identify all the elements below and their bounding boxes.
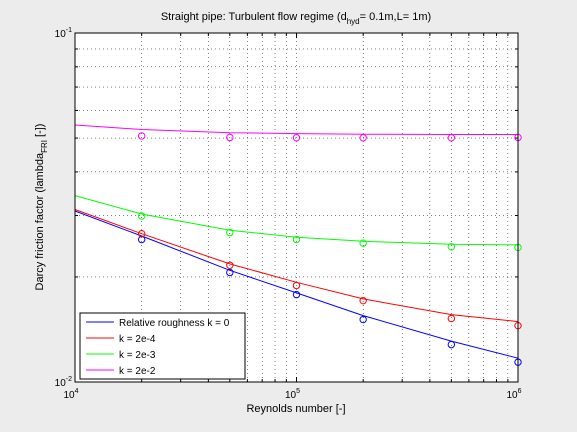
ylabel-subscript: FRI: [40, 140, 49, 153]
series-marker-4: [359, 134, 367, 142]
x-tick-label: 105: [285, 388, 300, 401]
title-subscript: hyd: [347, 17, 360, 26]
x-tick-label: 106: [506, 388, 521, 401]
x-tick-label-exponent: 5: [296, 388, 300, 395]
legend-label-2: k = 2e-4: [119, 334, 156, 345]
legend-entries: Relative roughness k = 0 k = 2e-4 k = 2e-3…: [86, 318, 230, 377]
series-marker-2: [292, 281, 301, 290]
ylabel-rest: [-]): [34, 124, 46, 141]
series-marker-3: [359, 239, 367, 247]
ylabel-main: Darcy friction factor (lambda: [34, 152, 46, 290]
y-tick-label-exponent: -1: [66, 27, 72, 34]
x-tick-label-base: 10: [63, 390, 75, 401]
series-marker-4: [137, 132, 146, 140]
legend-label-3: k = 2e-3: [119, 350, 156, 361]
series-group-1: [74, 210, 522, 366]
series-marker-2: [226, 261, 234, 269]
y-tick-label-exponent: -2: [66, 376, 72, 383]
series-marker-1: [292, 290, 301, 299]
title-rest: = 0.1m,L= 1m): [360, 11, 432, 23]
legend-label-4: k = 2e-2: [119, 366, 156, 377]
series-marker-3: [137, 212, 146, 220]
series-marker-4: [292, 134, 301, 142]
series-marker-2: [137, 230, 146, 238]
series-marker-4: [226, 133, 234, 142]
series-group-2: [74, 209, 522, 330]
series-marker-1: [137, 235, 146, 244]
series-marker-3: [447, 243, 456, 251]
x-tick-label: 104: [63, 388, 78, 401]
x-tick-label-base: 10: [506, 390, 518, 401]
series-line-3: [74, 195, 519, 246]
chart-title: Straight pipe: Turbulent flow regime (dh…: [161, 11, 431, 26]
y-tick-label: 10-2: [55, 376, 72, 389]
y-tick-label-base: 10: [55, 29, 67, 40]
x-tick-label-exponent: 4: [75, 388, 79, 395]
legend-label-1: Relative roughness k = 0: [119, 318, 230, 329]
series-marker-2: [359, 296, 367, 305]
x-axis-label: Reynolds number [-]: [246, 403, 345, 415]
series-marker-3: [226, 228, 234, 237]
legend-box: [79, 312, 246, 380]
y-axis-label: Darcy friction factor (lambdaFRI [-]): [34, 124, 49, 291]
x-tick-label-exponent: 6: [518, 388, 522, 395]
series-marker-1: [226, 268, 234, 277]
series-marker-1: [447, 340, 456, 349]
series-layer: [74, 124, 522, 366]
x-tick-label-base: 10: [285, 390, 297, 401]
legend: Relative roughness k = 0 k = 2e-4 k = 2e-3…: [79, 312, 246, 380]
y-tick-label-base: 10: [55, 378, 67, 389]
series-marker-4: [447, 134, 456, 142]
title-main: Straight pipe: Turbulent flow regime (d: [161, 11, 347, 23]
series-marker-1: [359, 315, 367, 324]
y-tick-label: 10-1: [55, 27, 72, 40]
series-marker-2: [447, 314, 456, 323]
series-marker-3: [292, 235, 301, 244]
